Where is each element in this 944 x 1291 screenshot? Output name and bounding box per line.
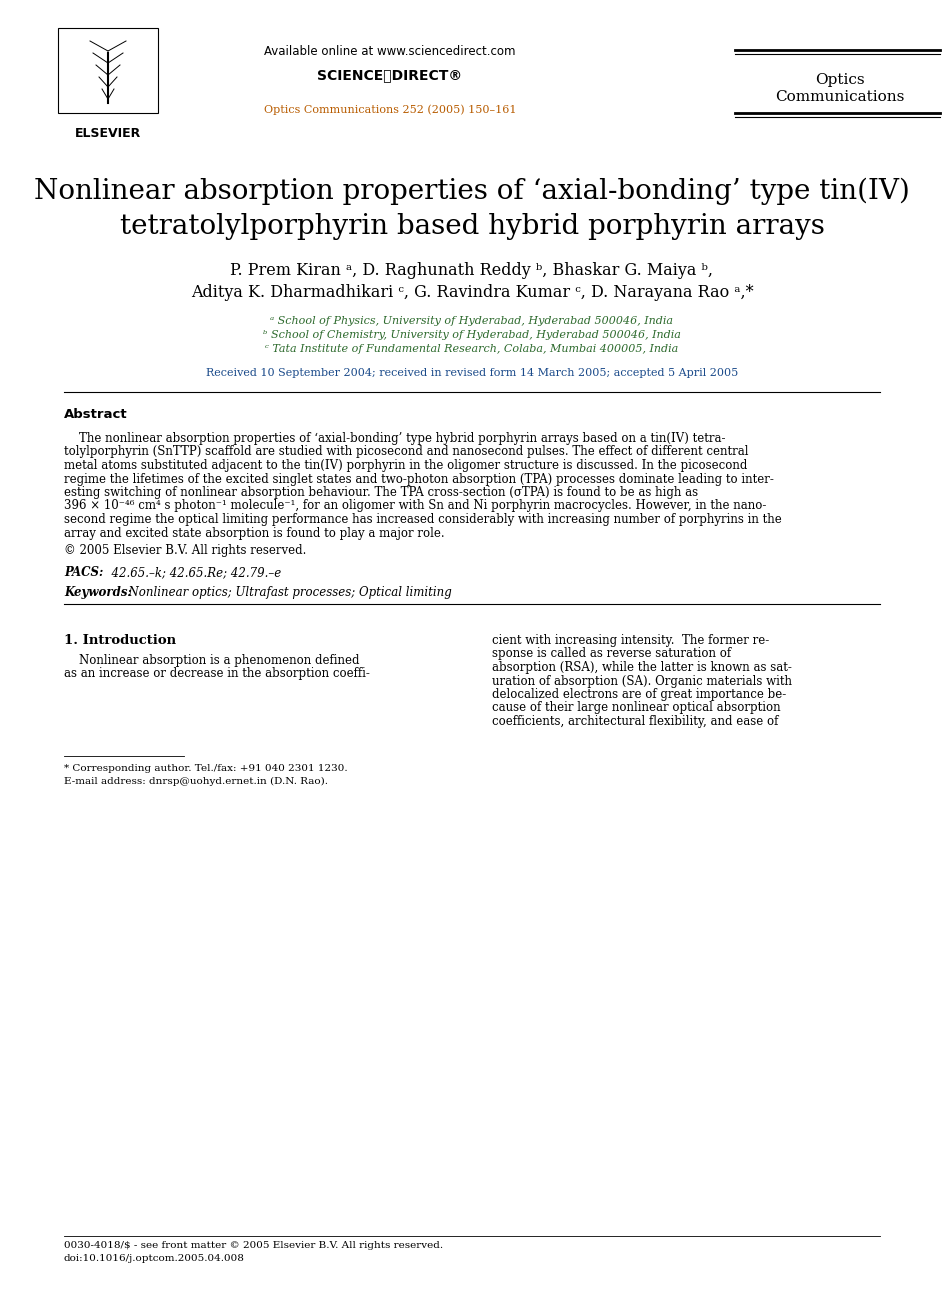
Text: second regime the optical limiting performance has increased considerably with i: second regime the optical limiting perfo… (64, 513, 781, 525)
Text: 0030-4018/$ - see front matter © 2005 Elsevier B.V. All rights reserved.: 0030-4018/$ - see front matter © 2005 El… (64, 1241, 443, 1250)
Text: absorption (RSA), while the latter is known as sat-: absorption (RSA), while the latter is kn… (492, 661, 791, 674)
Text: cient with increasing intensity.  The former re-: cient with increasing intensity. The for… (492, 634, 768, 647)
Text: Received 10 September 2004; received in revised form 14 March 2005; accepted 5 A: Received 10 September 2004; received in … (206, 368, 737, 378)
Text: array and excited state absorption is found to play a major role.: array and excited state absorption is fo… (64, 527, 445, 540)
Text: Nonlinear absorption properties of ‘axial-bonding’ type tin(IV): Nonlinear absorption properties of ‘axia… (34, 178, 909, 205)
Text: esting switching of nonlinear absorption behaviour. The TPA cross-section (σTPA): esting switching of nonlinear absorption… (64, 485, 698, 500)
Text: delocalized electrons are of great importance be-: delocalized electrons are of great impor… (492, 688, 785, 701)
Text: * Corresponding author. Tel./fax: +91 040 2301 1230.: * Corresponding author. Tel./fax: +91 04… (64, 764, 347, 773)
Text: tolylporphyrin (SnTTP) scaffold are studied with picosecond and nanosecond pulse: tolylporphyrin (SnTTP) scaffold are stud… (64, 445, 748, 458)
Text: Aditya K. Dharmadhikari ᶜ, G. Ravindra Kumar ᶜ, D. Narayana Rao ᵃ,*: Aditya K. Dharmadhikari ᶜ, G. Ravindra K… (191, 284, 752, 301)
Text: © 2005 Elsevier B.V. All rights reserved.: © 2005 Elsevier B.V. All rights reserved… (64, 544, 306, 556)
Text: Nonlinear absorption is a phenomenon defined: Nonlinear absorption is a phenomenon def… (64, 655, 359, 667)
Text: PACS:: PACS: (64, 565, 103, 578)
Text: The nonlinear absorption properties of ‘axial-bonding’ type hybrid porphyrin arr: The nonlinear absorption properties of ‘… (64, 432, 725, 445)
Text: as an increase or decrease in the absorption coeffi-: as an increase or decrease in the absorp… (64, 667, 369, 680)
Text: ᵇ School of Chemistry, University of Hyderabad, Hyderabad 500046, India: ᵇ School of Chemistry, University of Hyd… (262, 330, 681, 340)
Text: Optics Communications 252 (2005) 150–161: Optics Communications 252 (2005) 150–161 (263, 105, 515, 115)
Text: Keywords:: Keywords: (64, 586, 132, 599)
Text: Optics: Optics (815, 74, 864, 86)
Text: 1. Introduction: 1. Introduction (64, 634, 176, 647)
Text: uration of absorption (SA). Organic materials with: uration of absorption (SA). Organic mate… (492, 674, 791, 688)
Text: E-mail address: dnrsp@uohyd.ernet.in (D.N. Rao).: E-mail address: dnrsp@uohyd.ernet.in (D.… (64, 777, 328, 786)
Text: SCIENCEⓓDIRECT®: SCIENCEⓓDIRECT® (317, 68, 462, 83)
Text: coefficients, architectural flexibility, and ease of: coefficients, architectural flexibility,… (492, 715, 778, 728)
Bar (58, 28, 158, 114)
Text: Abstract: Abstract (64, 408, 127, 421)
Text: doi:10.1016/j.optcom.2005.04.008: doi:10.1016/j.optcom.2005.04.008 (64, 1254, 244, 1263)
Text: ELSEVIER: ELSEVIER (75, 127, 141, 139)
Text: cause of their large nonlinear optical absorption: cause of their large nonlinear optical a… (492, 701, 780, 714)
Text: 42.65.–k; 42.65.Re; 42.79.–e: 42.65.–k; 42.65.Re; 42.79.–e (104, 565, 281, 578)
Text: ᵃ School of Physics, University of Hyderabad, Hyderabad 500046, India: ᵃ School of Physics, University of Hyder… (270, 316, 673, 327)
Text: metal atoms substituted adjacent to the tin(IV) porphyrin in the oligomer struct: metal atoms substituted adjacent to the … (64, 460, 747, 473)
Text: 396 × 10⁻⁴⁶ cm⁴ s photon⁻¹ molecule⁻¹, for an oligomer with Sn and Ni porphyrin : 396 × 10⁻⁴⁶ cm⁴ s photon⁻¹ molecule⁻¹, f… (64, 500, 766, 513)
Text: P. Prem Kiran ᵃ, D. Raghunath Reddy ᵇ, Bhaskar G. Maiya ᵇ,: P. Prem Kiran ᵃ, D. Raghunath Reddy ᵇ, B… (230, 262, 713, 279)
Text: ᶜ Tata Institute of Fundamental Research, Colaba, Mumbai 400005, India: ᶜ Tata Institute of Fundamental Research… (265, 343, 678, 354)
Text: Communications: Communications (774, 90, 903, 105)
Text: tetratolylporphyrin based hybrid porphyrin arrays: tetratolylporphyrin based hybrid porphyr… (120, 213, 823, 240)
Text: Available online at www.sciencedirect.com: Available online at www.sciencedirect.co… (264, 45, 515, 58)
Text: Nonlinear optics; Ultrafast processes; Optical limiting: Nonlinear optics; Ultrafast processes; O… (121, 586, 451, 599)
Text: sponse is called as reverse saturation of: sponse is called as reverse saturation o… (492, 648, 731, 661)
Text: regime the lifetimes of the excited singlet states and two-photon absorption (TP: regime the lifetimes of the excited sing… (64, 473, 773, 485)
